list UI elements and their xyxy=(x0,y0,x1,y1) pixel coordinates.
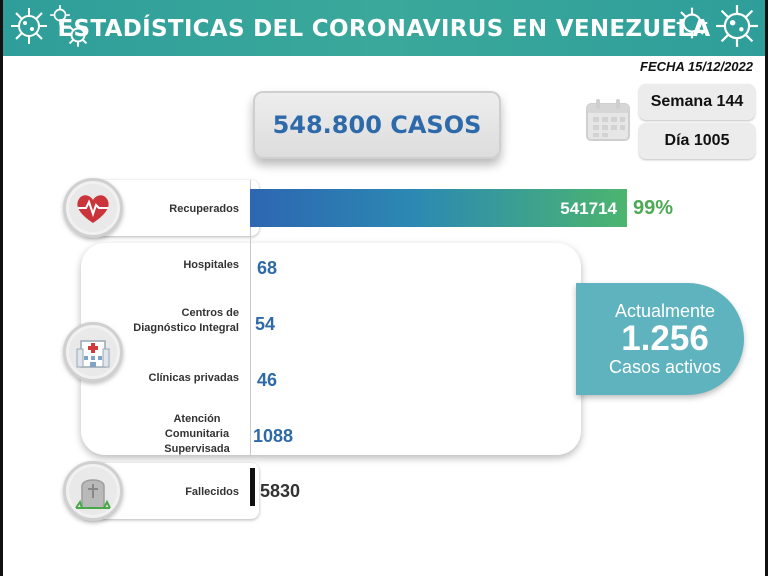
virus-icon xyxy=(676,7,708,39)
cdi-label: Centros de Diagnóstico Integral xyxy=(103,306,239,336)
virus-icon xyxy=(11,8,47,44)
cdi-label-line2: Diagnóstico Integral xyxy=(133,322,239,334)
value-hospitales: 68 xyxy=(257,258,278,278)
active-cases-number: 1.256 xyxy=(621,319,709,358)
virus-icon xyxy=(716,5,758,47)
value-fallecidos: 5830 xyxy=(260,481,301,501)
day-counter: Día 1005 xyxy=(639,123,755,159)
infographic: ESTADÍSTICAS DEL CORONAVIRUS EN VENEZUEL… xyxy=(3,0,765,576)
value-cdi: 54 xyxy=(255,314,276,334)
hospitals-label: Hospitales xyxy=(183,259,239,271)
community-label-line2: Comunitaria xyxy=(164,428,230,440)
value-recuperados: 541714 xyxy=(560,199,617,218)
cdi-label-line1: Centros de xyxy=(181,307,239,319)
hospital-icon xyxy=(69,328,117,376)
deceased-label: Fallecidos xyxy=(185,486,239,498)
value-clinicas: 46 xyxy=(257,370,278,390)
header-title: ESTADÍSTICAS DEL CORONAVIRUS EN VENEZUEL… xyxy=(57,16,711,42)
active-cases-box: Actualmente 1.256 Casos activos xyxy=(576,283,744,395)
deceased-icon-circle xyxy=(63,461,123,521)
virus-icon xyxy=(68,23,88,47)
total-cases-box: 548.800 CASOS xyxy=(253,91,501,159)
bar-fallecidos xyxy=(250,468,255,506)
active-label-bottom: Casos activos xyxy=(608,357,722,377)
recovered-label: Recuperados xyxy=(169,203,239,215)
virus-icon xyxy=(50,5,70,25)
hospitalization-panel xyxy=(81,243,581,455)
pct-recuperados: 99% xyxy=(633,197,674,219)
hospital-icon-circle xyxy=(63,322,123,382)
community-label-line3: Supervisada xyxy=(164,443,230,455)
community-label-line1: Atención xyxy=(173,413,221,425)
clinics-label: Clínicas privadas xyxy=(148,372,240,384)
heart-pulse-icon xyxy=(69,184,117,232)
community-label: Atención Comunitaria Supervisada xyxy=(147,412,247,457)
calendar-icon xyxy=(586,99,630,141)
active-label-top: Actualmente xyxy=(614,301,716,321)
header-banner: ESTADÍSTICAS DEL CORONAVIRUS EN VENEZUEL… xyxy=(3,0,765,56)
value-comunitaria: 1088 xyxy=(253,426,294,446)
bar-recuperados xyxy=(250,189,627,227)
total-cases: 548.800 CASOS xyxy=(272,111,482,139)
tombstone-icon xyxy=(69,467,117,515)
axis-line xyxy=(250,180,251,455)
recovered-icon-circle xyxy=(63,178,123,238)
report-date: FECHA 15/12/2022 xyxy=(640,59,753,74)
week-counter: Semana 144 xyxy=(639,84,755,120)
